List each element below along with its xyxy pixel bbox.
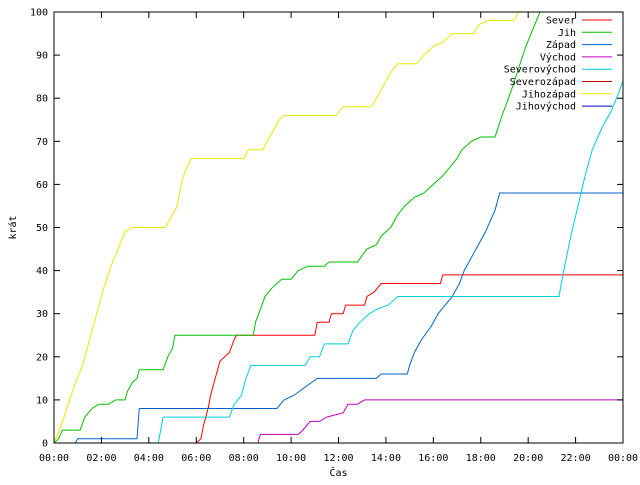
y-tick-label: 60 xyxy=(36,180,48,191)
legend-label: Jih xyxy=(558,28,576,39)
x-tick-label: 14:00 xyxy=(371,453,401,464)
series-line-6 xyxy=(53,11,538,444)
legend-label: Jihovýchod xyxy=(516,101,576,113)
y-tick-label: 100 xyxy=(30,8,48,19)
x-tick-label: 06:00 xyxy=(181,453,211,464)
x-tick-label: 02:00 xyxy=(86,453,116,464)
y-tick-label: 40 xyxy=(36,266,48,277)
series-line-0 xyxy=(195,274,623,444)
x-axis-label: Čas xyxy=(329,466,347,479)
y-tick-label: 90 xyxy=(36,51,48,62)
x-tick-label: 20:00 xyxy=(513,453,543,464)
y-tick-label: 70 xyxy=(36,137,48,148)
y-tick-label: 20 xyxy=(36,352,48,363)
y-tick-label: 80 xyxy=(36,94,48,105)
x-tick-label: 18:00 xyxy=(466,453,496,464)
y-tick-label: 30 xyxy=(36,309,48,320)
x-tick-label: 08:00 xyxy=(229,453,259,464)
legend-label: Sever xyxy=(546,16,576,27)
x-tick-label: 22:00 xyxy=(561,453,591,464)
x-tick-label: 12:00 xyxy=(323,453,353,464)
series-line-1 xyxy=(53,11,541,444)
series-line-4 xyxy=(157,80,624,444)
x-tick-label: 00:00 xyxy=(39,453,69,464)
axes: 0 10 20 30 40 50 60 70 80 90 100 00:00 02:00 04:00 06:… xyxy=(30,8,638,465)
legend-label: Severovýchod xyxy=(504,64,576,76)
series-line-2 xyxy=(74,192,623,444)
legend-label: Západ xyxy=(546,39,576,51)
legend-label: Jihozápad xyxy=(522,88,576,100)
y-tick-label: 0 xyxy=(42,439,48,450)
x-tick-label: 10:00 xyxy=(276,453,306,464)
series-line-3 xyxy=(257,399,623,444)
series-lines xyxy=(53,11,624,444)
legend: SeverJihZápadVýchodSeverovýchodSeverozáp… xyxy=(504,16,612,113)
x-tick-label: 04:00 xyxy=(134,453,164,464)
y-tick-label: 10 xyxy=(36,395,48,406)
legend-label: Severozápad xyxy=(510,76,576,88)
y-tick-label: 50 xyxy=(36,223,48,234)
x-tick-label: 16:00 xyxy=(418,453,448,464)
legend-label: Východ xyxy=(540,51,576,63)
y-axis-label: krát xyxy=(7,215,19,239)
x-tick-label: 00:00 xyxy=(608,453,638,464)
